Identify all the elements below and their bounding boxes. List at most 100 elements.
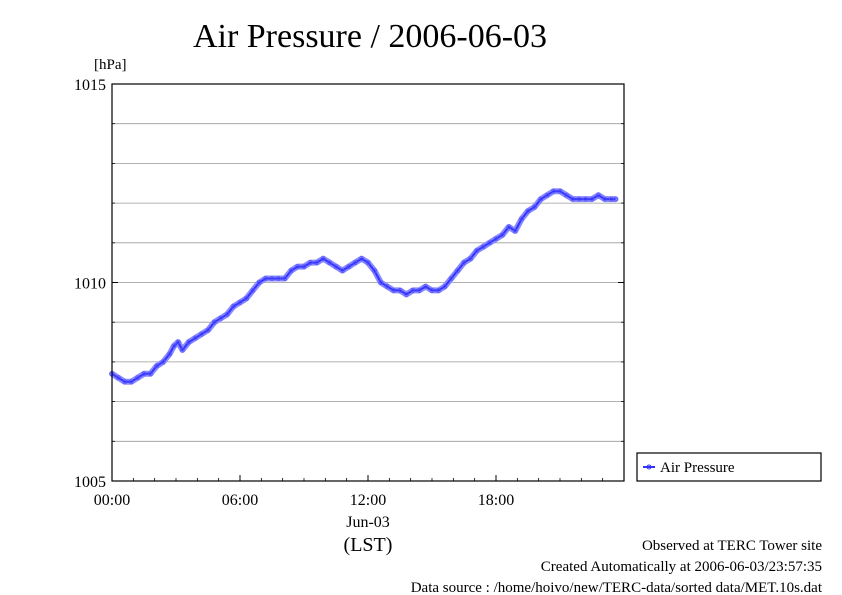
x-tick-label: 12:00 [350,492,386,509]
data-point [391,288,397,293]
data-point [288,268,294,273]
data-point [237,299,243,305]
data-point [116,375,121,381]
data-point [416,288,422,293]
data-point [455,268,461,273]
data-point [307,260,313,266]
y-axis: 1015 1010 1005 [74,77,624,491]
data-point [282,276,288,281]
data-point [365,260,371,266]
series-line [111,190,616,383]
data-point [199,331,205,337]
data-point [352,260,358,266]
data-point [461,260,467,266]
data-point [205,327,211,333]
data-point [327,260,333,266]
data-point [339,268,345,273]
data-point [359,256,365,262]
data-point [269,276,275,281]
data-point [576,196,582,202]
data-point [602,196,608,202]
data-point [570,196,576,202]
data-point [448,276,454,281]
data-point [551,188,556,194]
footer-created: Created Automatically at 2006-06-03/23:5… [541,559,822,575]
data-point [493,236,499,242]
data-point [122,379,128,385]
footer-observed: Observed at TERC Tower site [642,538,822,554]
data-point [141,371,147,377]
x-axis-date-label: Jun-03 [346,514,390,531]
data-point [557,188,563,194]
y-tick-label: 1005 [74,474,106,491]
data-point [218,315,224,321]
data-point [295,264,301,270]
x-tick-label: 18:00 [478,492,514,509]
data-point [506,224,512,230]
data-point [250,288,256,293]
data-point [167,351,173,357]
footer-source: Data source : /home/hoivo/new/TERC-data/… [411,580,823,595]
data-point [301,264,307,270]
data-point [487,240,493,246]
data-point [275,276,281,281]
data-point [175,339,181,345]
data-point [589,196,595,202]
data-point [403,292,409,297]
legend-marker [646,464,652,470]
data-point [474,248,480,254]
data-point [171,343,177,349]
data-point [480,244,486,250]
data-point [423,284,429,289]
data-point [128,379,134,385]
data-point [499,232,505,238]
data-point [179,347,185,353]
data-point [135,375,141,381]
y-axis-unit-label: [hPa] [94,57,127,73]
data-point [532,204,537,210]
data-point [333,264,339,270]
data-point [442,284,448,289]
data-point [243,295,249,301]
data-point [224,311,230,317]
data-point [154,363,160,369]
data-point [525,208,531,214]
data-point [435,288,441,293]
data-point [544,192,550,198]
data-point [564,192,569,198]
y-tick-label: 1015 [74,77,106,94]
series-band [109,188,619,385]
data-point [613,196,618,202]
data-point [231,303,237,309]
data-point [160,359,166,365]
x-axis-label: (LST) [344,534,393,556]
data-point [314,260,320,266]
legend-box [636,452,822,482]
data-point [378,280,384,285]
data-point [320,256,326,262]
data-point [410,288,416,293]
series-layer [109,188,619,385]
data-point [371,268,377,273]
data-point [467,256,473,262]
legend-label: Air Pressure [660,460,735,476]
data-point [519,216,524,222]
data-point [346,264,352,270]
data-point [186,339,192,345]
data-point [397,288,403,293]
grid-lines [112,123,624,442]
legend: Air Pressure [636,452,822,482]
x-tick-label: 00:00 [94,492,130,509]
data-point [583,196,588,202]
data-point [512,228,518,234]
y-tick-label: 1010 [74,276,106,293]
x-axis: 00:00 06:00 12:00 18:00 [94,475,625,509]
data-point [538,196,544,202]
data-point [429,288,435,293]
data-point [384,284,390,289]
chart-title: Air Pressure / 2006-06-03 [193,18,547,55]
data-point [192,335,198,341]
data-point [596,192,601,198]
data-point [147,371,153,377]
